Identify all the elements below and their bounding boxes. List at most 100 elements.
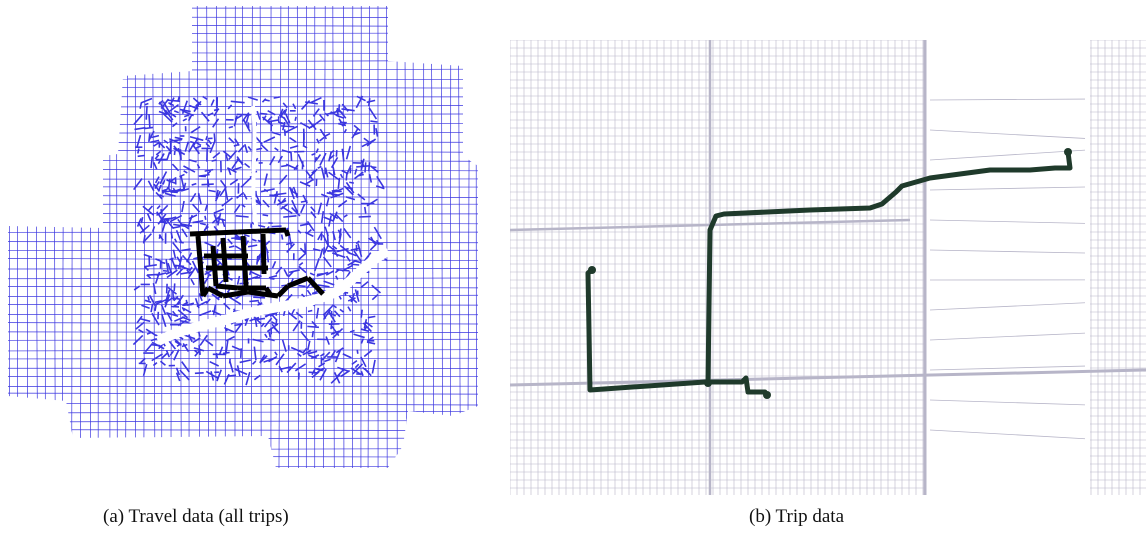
dense-road xyxy=(361,139,375,148)
dense-road xyxy=(154,303,158,312)
dense-road xyxy=(285,241,294,246)
dense-road xyxy=(198,173,210,177)
dense-road xyxy=(274,192,287,196)
street-line xyxy=(929,219,1086,224)
dense-road xyxy=(325,336,330,345)
travel-network-map xyxy=(8,6,478,468)
dense-road xyxy=(157,153,165,165)
dense-road xyxy=(283,116,290,127)
dense-road xyxy=(355,240,360,245)
dense-road xyxy=(227,238,233,245)
dense-road xyxy=(318,362,326,368)
dense-road xyxy=(364,320,373,328)
dense-road xyxy=(288,234,293,248)
dense-road xyxy=(179,108,191,113)
dense-road xyxy=(204,215,207,220)
dense-road xyxy=(310,354,320,360)
dense-road xyxy=(322,313,327,319)
dense-road xyxy=(325,270,335,276)
dense-road xyxy=(167,104,180,113)
dense-road xyxy=(151,226,156,232)
dense-road xyxy=(335,109,343,114)
dense-road xyxy=(189,140,196,144)
dense-road xyxy=(271,260,277,269)
dense-road xyxy=(341,108,355,112)
dense-road xyxy=(288,269,300,274)
dense-road xyxy=(169,138,183,143)
trip-track-segment xyxy=(222,289,249,299)
dense-road xyxy=(236,156,244,166)
dense-road xyxy=(280,203,289,210)
dense-road xyxy=(175,229,183,243)
dense-road xyxy=(213,108,219,117)
dense-road xyxy=(306,340,311,351)
dense-road xyxy=(371,293,379,301)
dense-road xyxy=(187,114,193,122)
dense-road xyxy=(286,243,296,253)
road-line xyxy=(8,16,478,18)
dense-road xyxy=(308,354,318,359)
dense-road xyxy=(207,170,212,175)
dense-road xyxy=(155,258,163,263)
dense-road xyxy=(195,145,202,150)
dense-road xyxy=(179,149,182,160)
dense-road xyxy=(351,128,359,139)
dense-road xyxy=(343,214,348,218)
dense-road xyxy=(360,328,370,333)
dense-road xyxy=(133,114,143,125)
dense-road xyxy=(271,131,282,136)
dense-road xyxy=(161,188,167,192)
dense-road xyxy=(143,253,153,258)
road-line xyxy=(386,6,388,468)
dense-road xyxy=(241,112,250,122)
dense-road xyxy=(207,112,214,117)
dense-road xyxy=(328,151,333,162)
road-line xyxy=(404,6,408,468)
dense-road xyxy=(315,153,322,161)
dense-road xyxy=(198,293,203,302)
dense-road xyxy=(154,154,160,160)
dense-road xyxy=(337,229,342,236)
dense-road xyxy=(170,257,176,268)
dense-road xyxy=(174,238,178,243)
road-line xyxy=(8,131,478,134)
dense-road xyxy=(291,199,299,213)
dense-road xyxy=(302,194,308,204)
dense-road xyxy=(304,231,314,238)
dense-road xyxy=(295,311,304,319)
dense-road xyxy=(299,247,306,254)
dense-road xyxy=(363,319,368,329)
dense-road xyxy=(283,108,288,116)
dense-road xyxy=(259,354,266,363)
dense-road xyxy=(334,268,340,274)
dense-road xyxy=(158,110,168,116)
dense-road xyxy=(302,347,308,354)
road-line xyxy=(61,6,65,468)
dense-road xyxy=(227,257,232,261)
dense-road xyxy=(191,182,197,186)
dense-road xyxy=(291,206,301,217)
dense-road xyxy=(269,277,275,280)
dense-road xyxy=(197,192,202,205)
trip-track-segment xyxy=(306,276,325,296)
dense-road xyxy=(363,206,367,214)
dense-road xyxy=(260,188,275,193)
dense-road xyxy=(341,264,353,272)
dense-road xyxy=(306,220,315,232)
dense-road xyxy=(273,191,278,204)
trip-track-segment xyxy=(189,229,239,237)
dense-road xyxy=(317,284,330,288)
dense-road xyxy=(154,271,161,284)
dense-road xyxy=(172,225,181,229)
dense-road xyxy=(336,247,349,253)
street-line xyxy=(929,149,1086,161)
dense-road xyxy=(152,282,157,295)
dense-road xyxy=(243,193,248,200)
dense-road xyxy=(132,334,144,346)
trip-route xyxy=(585,149,1073,398)
dense-road xyxy=(225,154,229,162)
dense-road xyxy=(236,275,241,285)
road-line xyxy=(8,78,478,80)
dense-road xyxy=(202,95,208,101)
street-line xyxy=(929,429,1086,440)
